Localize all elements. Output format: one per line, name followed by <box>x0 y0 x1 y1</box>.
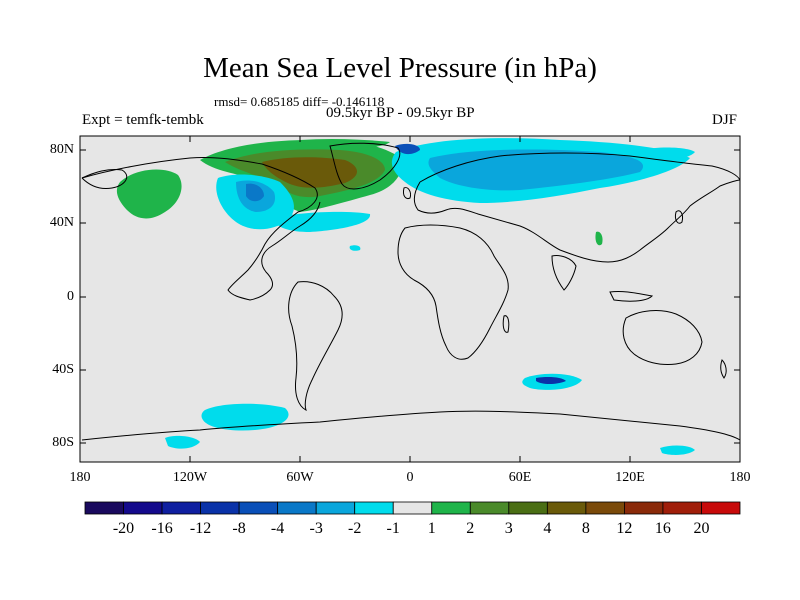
colorbar-box <box>624 501 664 515</box>
experiment-label: Expt = temfk-tembk <box>82 112 204 128</box>
coast-south-america <box>288 281 343 411</box>
colorbar-box <box>315 501 356 515</box>
colorbar-label: -4 <box>270 520 285 537</box>
colorbar-box <box>546 501 587 515</box>
colorbar-box <box>662 501 702 515</box>
colorbar-box <box>392 501 433 515</box>
period-label: 09.5kyr BP - 09.5kyr BP <box>326 105 475 121</box>
colorbar-box <box>585 501 625 515</box>
colorbar-box <box>277 501 317 515</box>
coast-africa <box>397 224 509 360</box>
colorbar-box <box>701 501 741 515</box>
x-tick-label: 180 <box>69 470 91 485</box>
x-tick-label: 60E <box>508 470 532 485</box>
x-tick-label: 180 <box>729 470 751 485</box>
anomaly-atlantic-small <box>349 245 361 251</box>
colorbar-label: -8 <box>232 520 246 537</box>
anomaly-southern-indian-core <box>536 377 566 384</box>
coastlines <box>81 142 741 441</box>
coast-greenland <box>329 142 401 190</box>
colorbar-box <box>200 501 240 515</box>
colorbar-box <box>508 501 548 515</box>
colorbar-label: 3 <box>504 520 513 537</box>
anomaly-north-atlantic <box>272 211 371 232</box>
anomaly-antarctic-coast <box>165 435 200 449</box>
colorbar-label: 20 <box>693 520 710 537</box>
coast-australia <box>622 310 703 365</box>
colorbar-label: 1 <box>427 520 436 537</box>
x-tick-label: 120E <box>615 470 645 485</box>
colorbar-label: -16 <box>151 520 173 537</box>
colorbar-label: 8 <box>581 520 590 537</box>
y-tick-label: 0 <box>67 289 74 304</box>
coast-eurasia <box>413 152 741 263</box>
coast-alaska <box>81 169 128 189</box>
anomaly-hudson-strong <box>246 183 264 202</box>
coast-japan <box>675 210 683 224</box>
colorbar-label: -3 <box>309 520 323 537</box>
colorbar-label: -20 <box>112 520 135 537</box>
coast-indonesia <box>609 291 654 302</box>
positive-anomaly-regions <box>116 138 603 246</box>
anomaly-greenland-north <box>395 143 420 155</box>
coast-uk <box>403 187 411 199</box>
coast-north-america <box>81 156 321 301</box>
colorbar-label: -2 <box>348 520 362 537</box>
anomaly-south-pacific <box>201 403 289 431</box>
colorbar-box <box>354 501 394 515</box>
colorbar-box <box>431 501 471 515</box>
colorbar-label: 12 <box>616 520 633 537</box>
coast-antarctica <box>81 410 741 441</box>
y-tick-label: 40S <box>52 362 74 377</box>
y-tick-label: 40N <box>49 215 74 230</box>
colorbar-box <box>238 501 279 515</box>
anomaly-asia-small <box>595 231 603 246</box>
colorbar-box <box>84 501 124 515</box>
anomaly-north-pacific <box>116 169 182 219</box>
rmsd-diff-stats: rmsd= 0.685185 diff= -0.146118 <box>214 94 385 109</box>
anomaly-eurasia-core <box>428 149 644 191</box>
colorbar-label: -12 <box>189 520 212 537</box>
colorbar-label: 2 <box>466 520 475 537</box>
anomaly-antarctic-east <box>660 445 695 455</box>
y-tick-label: 80S <box>52 435 74 450</box>
coast-new-zealand <box>720 359 727 379</box>
x-tick-label: 120W <box>172 470 208 485</box>
colorbar-label: -1 <box>386 520 400 537</box>
x-tick-label: 60W <box>286 470 314 485</box>
colorbar <box>84 501 741 515</box>
colorbar-box <box>469 501 510 515</box>
anomaly-canada-core <box>262 157 358 188</box>
colorbar-label: 16 <box>654 520 671 537</box>
season-label: DJF <box>712 112 738 128</box>
anomaly-arctic-ocean-east <box>640 147 695 160</box>
x-tick-label: 0 <box>406 470 414 485</box>
plot-title: Mean Sea Level Pressure (in hPa) <box>203 52 597 84</box>
colorbar-label: 4 <box>543 520 552 537</box>
colorbar-box <box>123 501 163 515</box>
coast-india <box>551 255 577 291</box>
coast-madagascar <box>502 315 510 333</box>
axis-ticks <box>79 136 741 462</box>
y-tick-label: 80N <box>49 142 74 157</box>
colorbar-box <box>161 501 201 515</box>
